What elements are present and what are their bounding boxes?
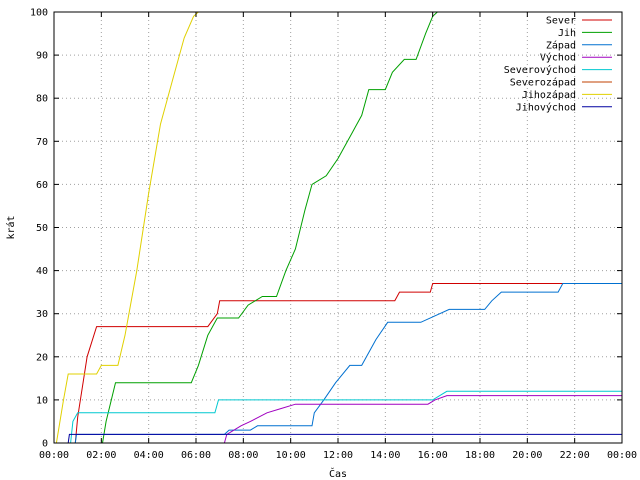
x-axis-ticks: 00:00 02:00 04:00 06:00 08:00 10:00 12:00 14:00…	[39, 12, 637, 461]
y-tick-label: 80	[36, 94, 48, 105]
series-line-jihozapad	[55, 11, 199, 444]
y-axis-label: krát	[5, 215, 17, 239]
y-tick-label: 40	[36, 266, 48, 277]
y-tick-label: 30	[36, 309, 48, 320]
x-tick-label: 02:00	[86, 450, 116, 461]
x-tick-label: 00:00	[607, 450, 637, 461]
y-tick-label: 50	[36, 223, 48, 234]
legend-label: Východ	[540, 52, 576, 64]
y-tick-label: 10	[36, 395, 48, 406]
legend-label: Jih	[558, 28, 576, 39]
series-line-zapad	[74, 283, 622, 444]
y-axis-ticks: 0 10 20 30 40 50 60 70 80 90 100	[30, 8, 622, 450]
legend-label: Jihozápad	[522, 89, 576, 101]
x-tick-label: 20:00	[512, 450, 542, 461]
y-tick-label: 100	[30, 8, 48, 19]
x-tick-label: 10:00	[276, 450, 306, 461]
series-line-vychod	[223, 395, 622, 444]
legend-label: Jihovýchod	[516, 101, 576, 113]
legend-label: Sever	[546, 16, 576, 27]
legend-label: Severovýchod	[504, 64, 576, 76]
series-line-jihovychod	[67, 433, 622, 444]
series-layer	[55, 11, 622, 444]
x-tick-label: 14:00	[370, 450, 400, 461]
series-line-jih	[102, 11, 438, 444]
series-line-sever	[74, 283, 622, 444]
x-tick-label: 16:00	[418, 450, 448, 461]
x-tick-label: 08:00	[228, 450, 258, 461]
x-tick-label: 06:00	[181, 450, 211, 461]
x-axis-label: Čas	[329, 467, 347, 480]
legend: SeverJihZápadVýchodSeverovýchodSeverozáp…	[504, 16, 612, 113]
legend-label: Západ	[546, 39, 576, 51]
x-tick-label: 04:00	[134, 450, 164, 461]
x-tick-label: 00:00	[39, 450, 69, 461]
y-tick-label: 70	[36, 137, 48, 148]
y-tick-label: 20	[36, 352, 48, 363]
series-line-severovychod	[70, 390, 622, 444]
y-tick-label: 60	[36, 180, 48, 191]
y-tick-label: 0	[42, 439, 48, 450]
legend-label: Severozápad	[510, 77, 576, 89]
x-tick-label: 22:00	[560, 450, 590, 461]
x-tick-label: 18:00	[465, 450, 495, 461]
y-tick-label: 90	[36, 51, 48, 62]
x-tick-label: 12:00	[323, 450, 353, 461]
